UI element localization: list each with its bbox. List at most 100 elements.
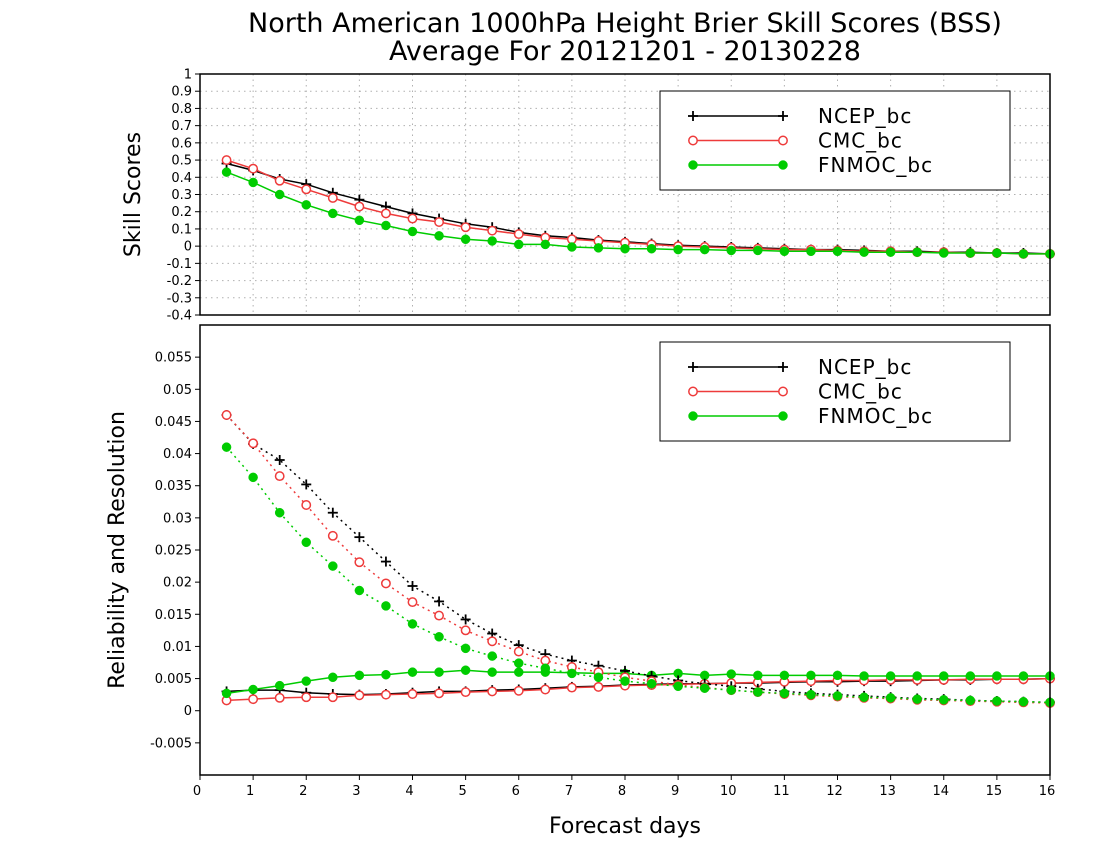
y-tick-label: 0.8: [171, 102, 192, 117]
legend-marker: [688, 111, 698, 121]
data-point-FNMOC_bc: [992, 696, 1002, 706]
y-tick-label: 0.5: [171, 154, 192, 169]
data-point-NCEP_bc: [327, 507, 338, 518]
x-tick-label: 6: [512, 784, 520, 799]
data-point-FNMOC_bc: [274, 189, 285, 200]
data-point-CMC_bc: [434, 688, 445, 699]
x-tick-label: 12: [826, 784, 843, 799]
data-point-FNMOC_bc: [885, 693, 896, 703]
data-point-FNMOC_bc: [912, 671, 922, 681]
x-axis-label: Forecast days: [549, 814, 701, 839]
x-tick-label: 5: [458, 784, 466, 799]
data-point-FNMOC_bc: [301, 676, 311, 686]
data-point-CMC_bc: [434, 610, 445, 621]
data-point-FNMOC_bc: [965, 248, 976, 258]
data-point-FNMOC_bc: [354, 670, 365, 681]
data-point-FNMOC_bc: [885, 671, 896, 681]
legend-entry-NCEP_bc: NCEP_bc: [818, 355, 912, 379]
legend-marker: [688, 160, 698, 170]
data-point-FNMOC_bc: [992, 671, 1002, 681]
data-point-NCEP_bc: [460, 614, 471, 625]
data-point-CMC_bc: [540, 655, 551, 666]
data-point-CMC_bc: [301, 184, 312, 195]
y-tick-label: 0.9: [171, 85, 192, 100]
data-point-CMC_bc: [487, 225, 498, 236]
data-point-FNMOC_bc: [753, 670, 763, 681]
data-point-FNMOC_bc: [859, 692, 869, 702]
data-point-NCEP_bc: [301, 479, 312, 490]
data-point-FNMOC_bc: [407, 619, 418, 629]
legend-entry-CMC_bc: CMC_bc: [818, 380, 903, 404]
data-point-CMC_bc: [354, 557, 365, 568]
data-point-FNMOC_bc: [460, 665, 471, 675]
y-tick-label: -0.1: [167, 257, 192, 272]
y-tick-label: 0.055: [155, 351, 192, 366]
x-tick-label: 8: [618, 784, 626, 799]
data-point-FNMOC_bc: [620, 676, 630, 686]
x-tick-label: 11: [773, 784, 790, 799]
data-point-FNMOC_bc: [726, 669, 736, 679]
data-point-FNMOC_bc: [965, 671, 976, 681]
y-tick-label: 0.035: [155, 479, 192, 494]
data-point-FNMOC_bc: [699, 683, 710, 693]
data-point-FNMOC_bc: [301, 200, 311, 210]
y-tick-label: 0.4: [171, 171, 192, 186]
legend-marker: [778, 411, 788, 421]
y-tick-label: 0.6: [171, 136, 192, 151]
data-point-FNMOC_bc: [1018, 671, 1029, 681]
data-point-CMC_bc: [274, 175, 285, 186]
data-point-CMC_bc: [380, 578, 391, 589]
data-point-FNMOC_bc: [514, 658, 524, 668]
data-point-CMC_bc: [487, 686, 498, 697]
data-point-FNMOC_bc: [992, 248, 1002, 258]
data-point-FNMOC_bc: [806, 246, 816, 257]
data-point-FNMOC_bc: [1018, 696, 1029, 707]
y-tick-label: 0.04: [163, 447, 192, 462]
legend-marker: [778, 386, 788, 397]
data-point-FNMOC_bc: [726, 685, 736, 695]
data-point-FNMOC_bc: [487, 651, 497, 661]
legend-marker: [778, 362, 788, 372]
data-point-FNMOC_bc: [248, 684, 258, 695]
data-point-FNMOC_bc: [859, 247, 869, 257]
data-point-CMC_bc: [487, 636, 498, 647]
legend-entry-FNMOC_bc: FNMOC_bc: [818, 153, 933, 177]
data-point-FNMOC_bc: [407, 226, 418, 237]
x-tick-label: 3: [352, 784, 360, 799]
skill-scores-y-axis-label: Skill Scores: [121, 132, 146, 257]
data-point-FNMOC_bc: [221, 167, 232, 177]
data-point-FNMOC_bc: [328, 208, 338, 219]
data-point-CMC_bc: [566, 234, 577, 245]
data-point-FNMOC_bc: [859, 671, 869, 681]
y-tick-label: 0.3: [171, 188, 192, 203]
data-point-FNMOC_bc: [381, 601, 391, 611]
y-tick-label: -0.2: [167, 274, 192, 289]
data-point-FNMOC_bc: [753, 687, 763, 697]
data-point-NCEP_bc: [274, 455, 285, 465]
y-tick-label: 0.1: [171, 222, 192, 237]
data-point-FNMOC_bc: [460, 643, 471, 654]
data-point-CMC_bc: [221, 410, 232, 420]
data-point-FNMOC_bc: [620, 243, 630, 254]
x-tick-label: 0: [193, 784, 201, 799]
data-point-FNMOC_bc: [965, 695, 976, 706]
legend-marker: [778, 160, 788, 170]
y-tick-label: 0.025: [155, 544, 192, 559]
data-point-FNMOC_bc: [806, 689, 816, 700]
data-point-FNMOC_bc: [832, 246, 843, 257]
legend-entry-FNMOC_bc: FNMOC_bc: [818, 404, 933, 428]
data-point-FNMOC_bc: [434, 632, 444, 642]
data-point-CMC_bc: [248, 163, 259, 174]
data-point-FNMOC_bc: [593, 243, 604, 253]
data-point-CMC_bc: [566, 682, 577, 693]
data-point-FNMOC_bc: [779, 688, 790, 699]
y-tick-label: 1: [184, 68, 192, 83]
x-tick-label: 15: [986, 784, 1003, 799]
data-point-CMC_bc: [513, 685, 524, 696]
data-point-FNMOC_bc: [274, 507, 285, 518]
x-tick-label: 16: [1039, 784, 1056, 799]
data-point-FNMOC_bc: [939, 671, 949, 681]
data-point-FNMOC_bc: [381, 669, 391, 680]
